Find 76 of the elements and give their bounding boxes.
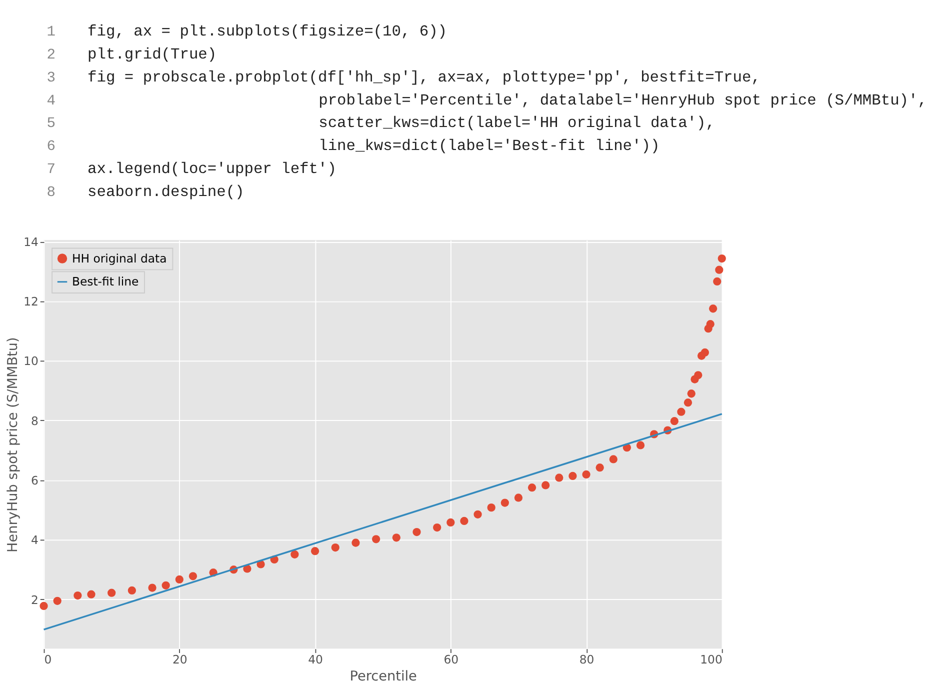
text: problabel='Percentile', datalabel='HenryHub spot price (S/MMBtu)', xyxy=(318,91,927,110)
text: 1 xyxy=(46,24,56,41)
point xyxy=(460,516,468,526)
point xyxy=(514,494,523,502)
y-tick-label: 8 xyxy=(31,414,38,428)
point xyxy=(310,547,320,556)
text: 2 xyxy=(46,48,56,64)
point xyxy=(687,390,696,398)
text: line_kws=dict(label='Best-fit line')) xyxy=(318,137,660,156)
point xyxy=(74,591,82,600)
point xyxy=(555,474,564,482)
x-tick-label: 60 xyxy=(444,652,459,667)
point xyxy=(487,504,496,512)
y-tick-label: 6 xyxy=(31,474,38,488)
point xyxy=(700,348,709,357)
point xyxy=(670,417,678,426)
point xyxy=(40,602,48,610)
point xyxy=(433,523,442,532)
text: 4 xyxy=(46,93,56,110)
point xyxy=(636,441,645,450)
point xyxy=(706,320,714,328)
text: 7 xyxy=(46,162,56,178)
y-tick-label: 10 xyxy=(24,354,38,368)
point xyxy=(715,266,724,274)
y-tick-label: 14 xyxy=(24,234,38,249)
point xyxy=(446,518,455,527)
point xyxy=(500,498,509,507)
text: plt.grid(True) xyxy=(88,46,217,64)
point xyxy=(684,398,692,407)
point xyxy=(392,534,400,542)
point xyxy=(677,408,686,416)
point xyxy=(412,528,421,536)
y-tick-label: 12 xyxy=(24,294,38,309)
point xyxy=(108,588,116,597)
text: fig, ax = plt.subplots(figsize=(10, 6)) xyxy=(88,22,448,41)
text: ax.legend(loc='upper left') xyxy=(88,160,336,178)
x-tick-label: 40 xyxy=(308,652,323,667)
x-tick-label: 0 xyxy=(44,652,52,667)
legend-label: Best-fit line xyxy=(72,274,139,289)
text: 5 xyxy=(46,116,56,132)
text: 6 xyxy=(46,139,56,156)
point xyxy=(331,543,340,552)
point xyxy=(609,455,618,464)
point xyxy=(53,596,62,605)
point xyxy=(582,470,590,479)
point xyxy=(713,277,722,286)
point xyxy=(718,254,726,263)
point xyxy=(694,371,702,380)
y-axis-title: HenryHub spot price (S/MMBtu) xyxy=(4,337,21,552)
x-tick-label: 80 xyxy=(579,652,594,667)
x-tick-label: 20 xyxy=(172,652,188,667)
text: scatter_kws=dict(label='HH original data'), xyxy=(318,114,715,132)
y-tick-label: 4 xyxy=(31,533,38,548)
y-tick-label: 2 xyxy=(31,592,38,607)
x-tick-label: 100 xyxy=(700,652,722,667)
point xyxy=(542,481,550,490)
x-axis-title: Percentile xyxy=(350,668,417,684)
point xyxy=(596,464,604,472)
point xyxy=(709,304,718,313)
point xyxy=(148,584,156,592)
point xyxy=(290,550,299,558)
text: seaborn.despine() xyxy=(88,182,244,201)
point xyxy=(162,581,170,590)
point xyxy=(372,535,380,544)
text: 3 xyxy=(46,70,56,86)
point xyxy=(568,472,577,480)
point xyxy=(87,590,96,598)
point xyxy=(528,484,536,492)
point xyxy=(188,572,198,580)
point xyxy=(175,575,184,584)
point xyxy=(352,538,360,547)
text: fig = probscale.probplot(df['hh_sp'], ax=ax, plottype='pp', bestfit=True, xyxy=(88,68,760,86)
point xyxy=(474,510,482,518)
legend-label: HH original data xyxy=(72,251,167,266)
point xyxy=(128,586,136,595)
text: 8 xyxy=(46,184,56,201)
